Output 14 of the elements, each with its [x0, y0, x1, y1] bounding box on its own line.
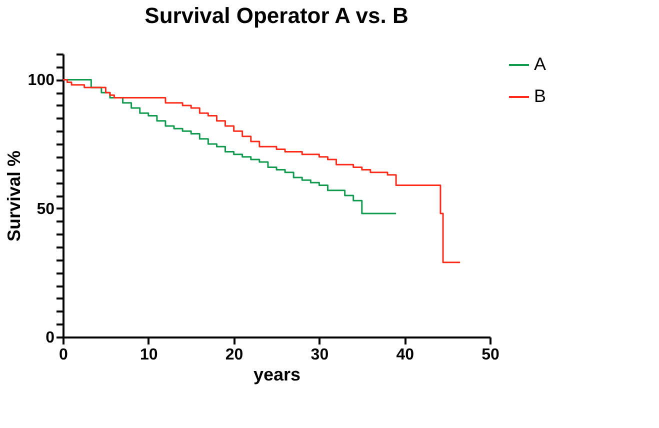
y-axis-title: Survival % — [4, 150, 24, 242]
x-axis-title: years — [253, 364, 301, 384]
y-tick-label: 0 — [46, 330, 55, 346]
y-tick-label: 50 — [36, 200, 55, 218]
x-tick-label: 10 — [140, 346, 158, 364]
legend-label: A — [534, 54, 546, 74]
x-tick-label: 20 — [225, 346, 244, 364]
x-tick-label: 0 — [59, 346, 68, 364]
y-tick-label: 100 — [28, 72, 55, 90]
chart-title: Survival Operator A vs. B — [144, 3, 408, 28]
legend-label: B — [534, 86, 546, 106]
x-tick-label: 40 — [396, 346, 414, 364]
x-tick-label: 50 — [482, 346, 500, 364]
x-tick-label: 30 — [310, 346, 329, 364]
